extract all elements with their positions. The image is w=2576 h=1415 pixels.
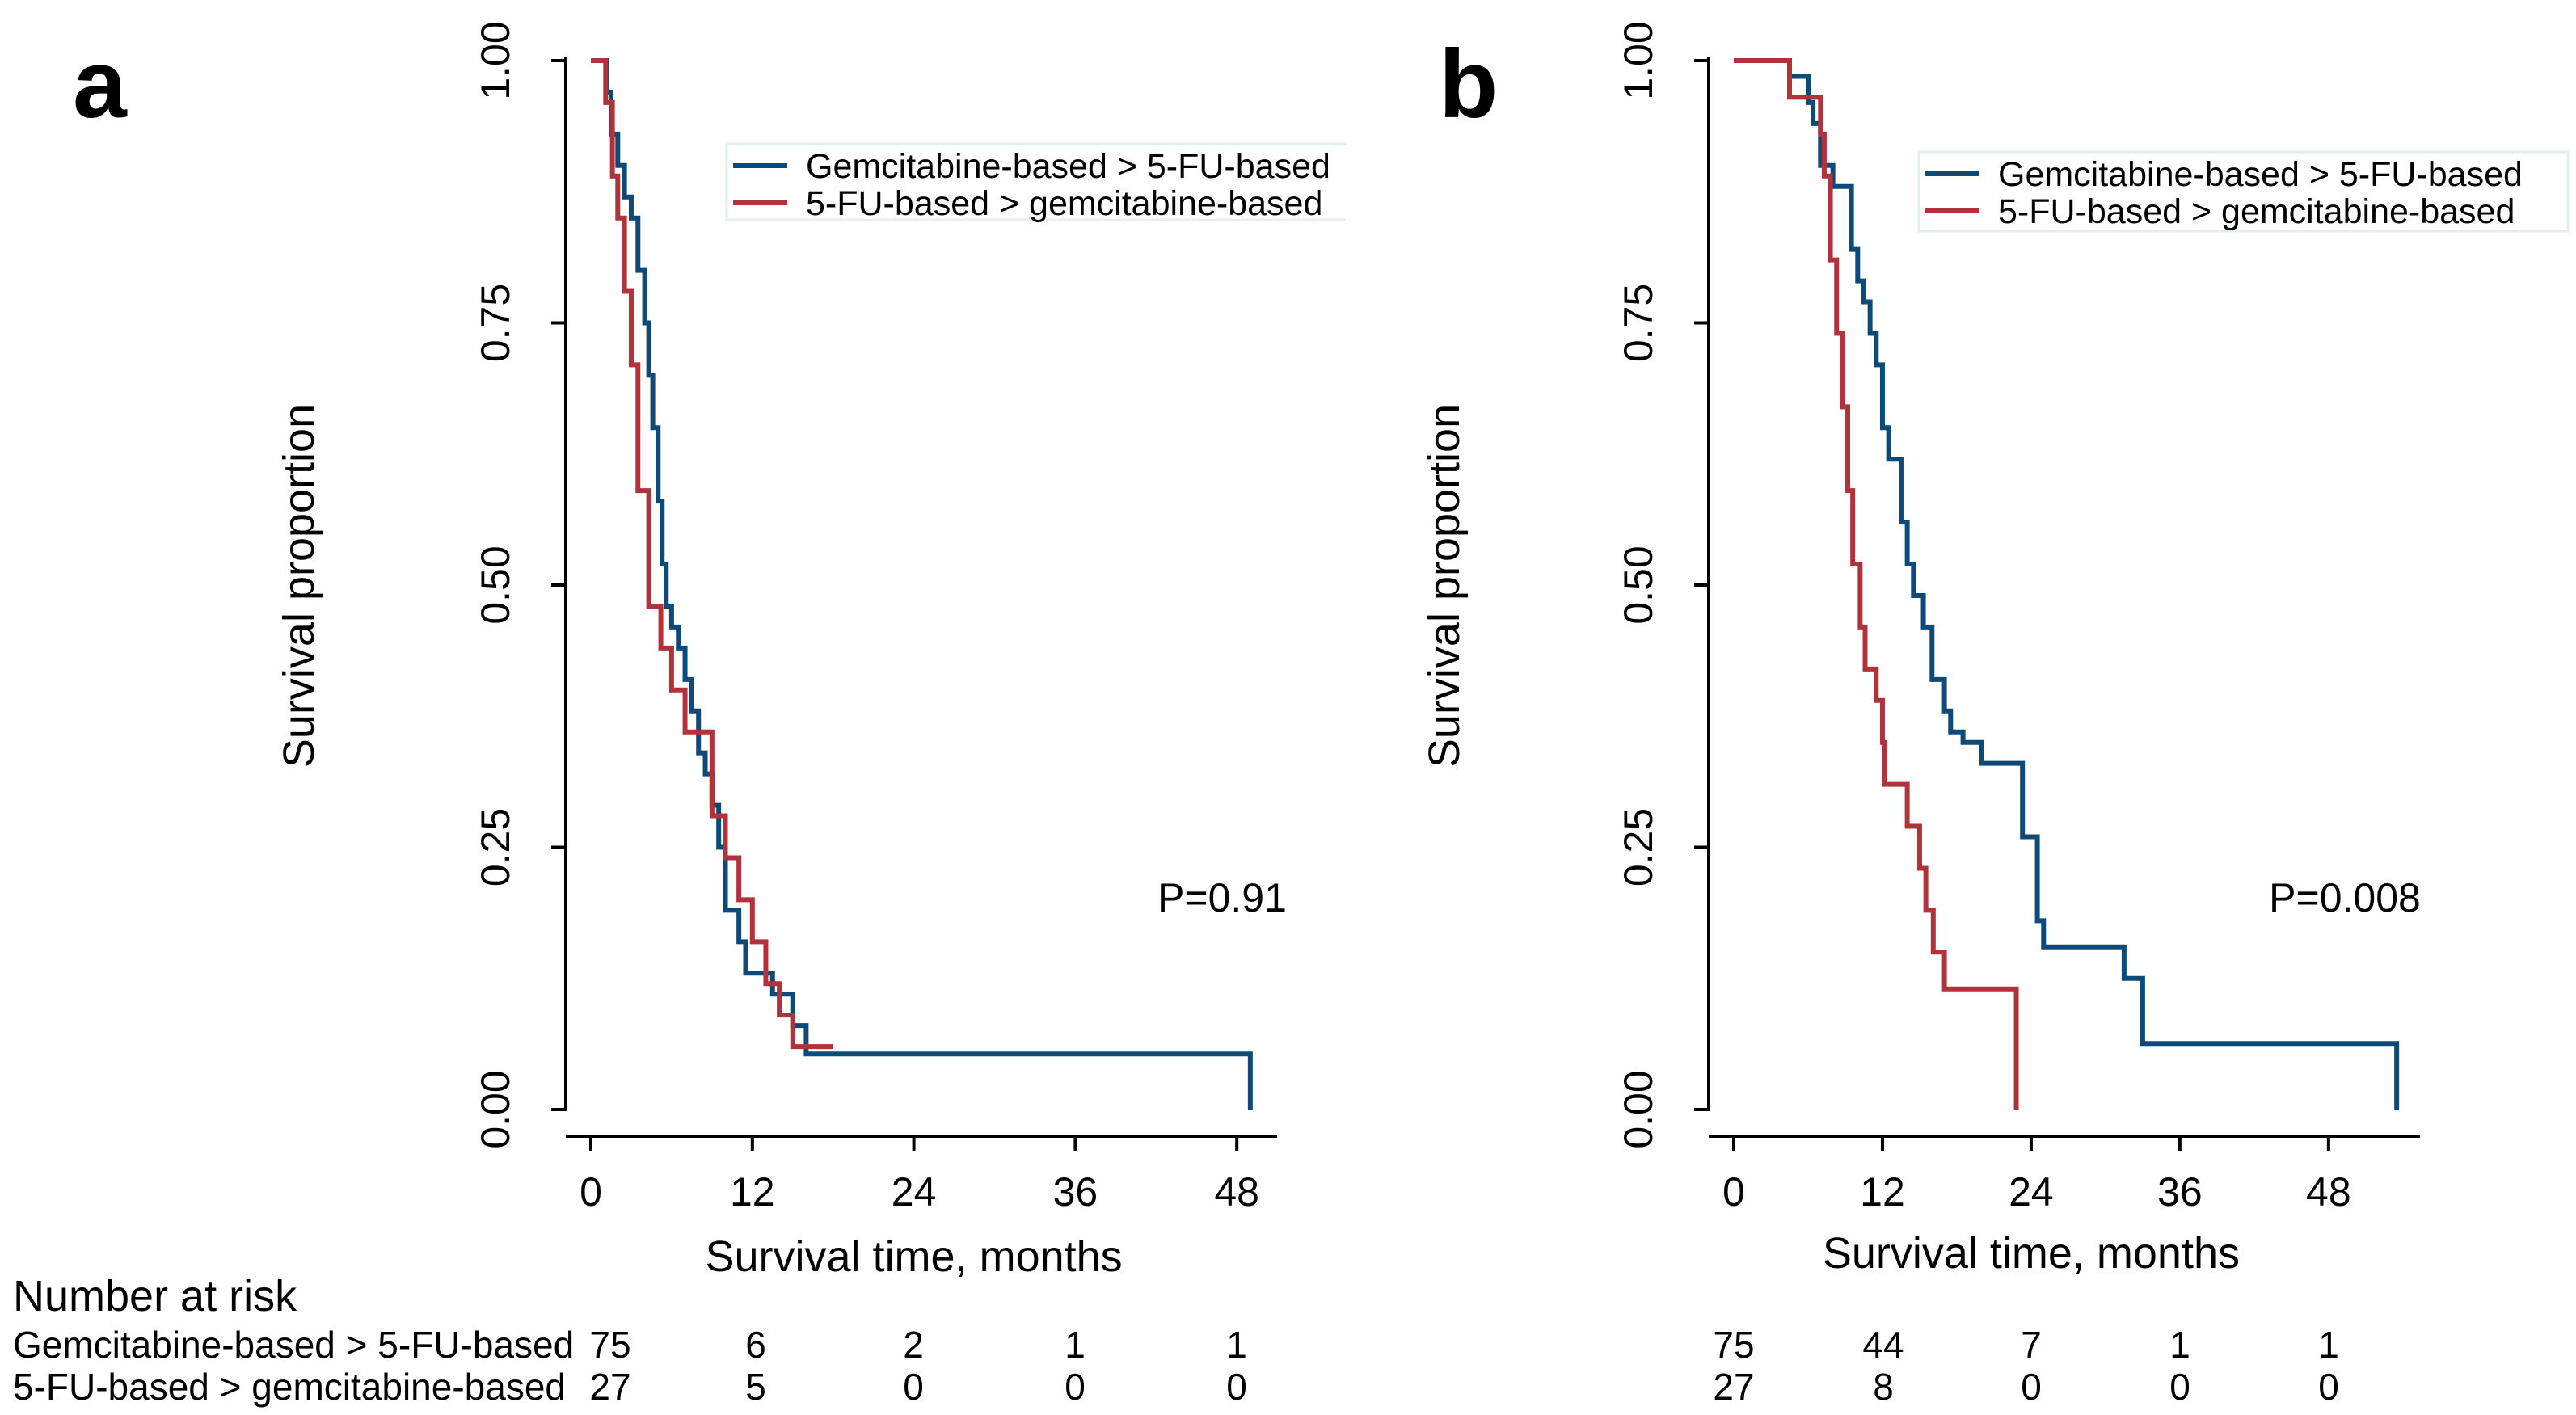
- x-tick-label: 0: [580, 1169, 602, 1215]
- panel-label: a: [73, 30, 128, 138]
- y-tick-label: 0.00: [1616, 1070, 1661, 1148]
- legend-label-1: Gemcitabine-based > 5-FU-based: [1998, 155, 2523, 194]
- risk-count: 75: [589, 1324, 630, 1366]
- risk-count: 27: [589, 1366, 630, 1408]
- y-tick-label: 0.75: [1616, 284, 1661, 362]
- x-axis-title: Survival time, months: [1823, 1229, 2240, 1278]
- risk-count: 1: [1065, 1324, 1086, 1366]
- risk-count: 0: [2169, 1366, 2190, 1408]
- x-tick-label: 12: [1860, 1169, 1905, 1215]
- risk-count: 44: [1862, 1324, 1904, 1366]
- legend-label-2: 5-FU-based > gemcitabine-based: [806, 184, 1322, 223]
- km-curve-series-1: [591, 58, 1253, 1110]
- risk-count: 7: [2021, 1324, 2042, 1366]
- risk-count: 6: [745, 1324, 766, 1366]
- y-tick-label: 0.00: [473, 1070, 518, 1148]
- x-tick-label: 36: [2157, 1169, 2203, 1215]
- legend-box: [725, 142, 1346, 221]
- x-tick-label: 0: [1722, 1169, 1745, 1215]
- y-tick-label: 0.25: [1616, 808, 1661, 886]
- risk-count: 1: [2318, 1324, 2339, 1366]
- legend-box: [1917, 150, 2570, 233]
- x-tick-label: 48: [2306, 1169, 2351, 1215]
- x-tick-label: 24: [892, 1169, 937, 1215]
- y-tick-label: 0.75: [473, 284, 518, 362]
- y-tick-label: 0.50: [473, 545, 518, 624]
- panel-b: b 0.00 0.25 0.50 0.75 1.00 0 12 24 36 48 Survival p…: [1420, 21, 2570, 1408]
- risk-count: 27: [1713, 1366, 1754, 1408]
- risk-count: 75: [1713, 1324, 1754, 1366]
- number-at-risk-title: Number at risk: [13, 1272, 297, 1320]
- risk-count: 0: [903, 1366, 924, 1408]
- risk-count: 0: [1065, 1366, 1086, 1408]
- risk-count: 1: [1226, 1324, 1247, 1366]
- y-axis-title: Survival proportion: [1420, 404, 1469, 768]
- y-tick-label: 0.25: [473, 808, 518, 886]
- km-curve-series-1: [1734, 58, 2400, 1110]
- risk-count: 0: [2318, 1366, 2339, 1408]
- legend: Gemcitabine-based > 5-FU-based5-FU-based…: [725, 142, 1346, 223]
- risk-count: 2: [903, 1324, 924, 1366]
- km-curve-series-2: [1734, 58, 2019, 1110]
- km-curve-series-2: [591, 58, 833, 1050]
- y-axis-title: Survival proportion: [275, 404, 323, 768]
- risk-count: 1: [2169, 1324, 2190, 1366]
- legend-label-1: Gemcitabine-based > 5-FU-based: [806, 147, 1330, 186]
- x-tick-label: 24: [2009, 1169, 2054, 1215]
- risk-count: 0: [2021, 1366, 2042, 1408]
- y-tick-label: 0.50: [1616, 545, 1661, 624]
- risk-row-label: 5-FU-based > gemcitabine-based: [13, 1366, 566, 1408]
- risk-count: 8: [1873, 1366, 1894, 1408]
- risk-count: 0: [1226, 1366, 1247, 1408]
- risk-count: 5: [745, 1366, 766, 1408]
- y-tick-label: 1.00: [473, 21, 518, 99]
- p-value-annotation: P=0.91: [1157, 875, 1287, 920]
- y-tick-label: 1.00: [1616, 21, 1661, 99]
- p-value-annotation: P=0.008: [2269, 875, 2421, 920]
- x-axis-title: Survival time, months: [706, 1232, 1123, 1281]
- x-tick-label: 36: [1053, 1169, 1098, 1215]
- x-tick-label: 48: [1214, 1169, 1259, 1215]
- legend-label-2: 5-FU-based > gemcitabine-based: [1998, 192, 2515, 231]
- panel-label: b: [1439, 30, 1498, 138]
- x-tick-label: 12: [730, 1169, 775, 1215]
- legend: Gemcitabine-based > 5-FU-based5-FU-based…: [1917, 150, 2570, 233]
- risk-row-label: Gemcitabine-based > 5-FU-based: [13, 1324, 574, 1366]
